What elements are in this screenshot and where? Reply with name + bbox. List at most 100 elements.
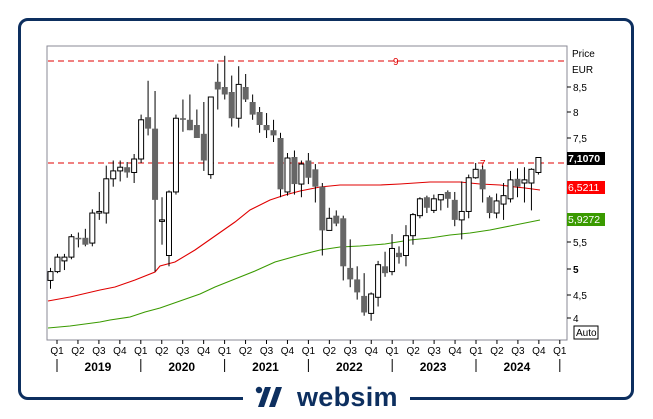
candle	[228, 75, 235, 127]
candle	[486, 195, 493, 219]
candle	[340, 215, 347, 281]
candle	[277, 132, 284, 198]
candle	[68, 234, 75, 260]
quarter-tick-label: Q4	[365, 346, 379, 357]
price-axis: Price EUR 8,5 8 7,5 5,5 5 4,5 4	[567, 49, 595, 325]
year-label: 2021	[252, 360, 279, 374]
candle	[54, 253, 61, 274]
candle	[375, 260, 382, 307]
moving-averages	[47, 181, 541, 329]
candles	[47, 55, 542, 321]
candle	[298, 160, 305, 198]
candle	[96, 191, 103, 220]
candle	[389, 234, 396, 276]
candle	[416, 197, 423, 219]
price-tags: 7,1070 6,5211 5,9272	[567, 152, 605, 226]
candle	[138, 114, 145, 163]
red-ma-tag-bg	[567, 181, 605, 194]
quarter-tick-label: Q3	[176, 346, 190, 357]
candle	[451, 191, 458, 227]
time-axis: Q1 Q2 Q3 Q4 Q1 Q2 Q3 Q4 Q1 Q2 Q3 Q4 Q1 Q2 Q3 Q4 Q1 Q2 Q3 Q4…	[50, 340, 567, 374]
candle	[402, 225, 409, 267]
green-ma-tag-bg	[567, 213, 605, 226]
candle	[179, 99, 186, 132]
candle	[437, 194, 444, 211]
candle	[444, 190, 451, 208]
candle	[333, 210, 340, 227]
quarter-tick-label: Q1	[553, 346, 567, 357]
quarter-tick-label: Q3	[260, 346, 274, 357]
candle	[193, 109, 200, 138]
candle	[368, 292, 375, 321]
websim-logo: websim	[243, 380, 410, 414]
auto-scale-label[interactable]: Auto	[576, 328, 597, 339]
candle	[207, 96, 214, 179]
last-price-tag-bg	[567, 152, 605, 165]
candle	[103, 165, 110, 224]
candle	[500, 183, 507, 220]
candle	[354, 266, 361, 300]
currency-label: EUR	[572, 65, 593, 76]
candle	[159, 197, 166, 245]
candle	[131, 154, 138, 184]
websim-logo-text: websim	[297, 381, 398, 412]
quarter-tick-label: Q2	[239, 346, 253, 357]
candle	[165, 190, 172, 267]
year-label: 2023	[420, 360, 447, 374]
price-tick-label: 7,5	[573, 134, 587, 145]
price-tick-label: 5,5	[573, 238, 587, 249]
candle	[382, 251, 389, 277]
websim-logo-icon	[255, 386, 282, 407]
candle	[521, 167, 528, 203]
candle	[465, 174, 472, 219]
candle	[472, 163, 479, 179]
quarter-tick-label: Q1	[469, 346, 483, 357]
price-tick-label: 4	[573, 314, 579, 325]
candle	[249, 94, 256, 120]
candle	[535, 157, 542, 175]
quarter-tick-label: Q3	[344, 346, 358, 357]
candle	[270, 119, 277, 142]
horizontal-levels: 97	[48, 57, 566, 170]
quarter-tick-label: Q1	[50, 346, 64, 357]
plot-area	[46, 45, 568, 341]
candle	[117, 160, 124, 182]
auto-scale-button[interactable]: Auto	[573, 325, 599, 340]
candle	[507, 170, 514, 203]
candle	[152, 91, 159, 272]
green-ma-tag: 5,9272	[568, 214, 600, 226]
candle	[47, 267, 54, 289]
quarter-tick-label: Q4	[281, 346, 295, 357]
candle	[284, 153, 291, 196]
red-moving-average-line	[47, 181, 541, 302]
candle	[409, 213, 416, 245]
year-label: 2019	[85, 360, 112, 374]
candle	[479, 165, 486, 203]
quarter-tick-label: Q1	[218, 346, 232, 357]
candle	[186, 94, 193, 131]
quarter-tick-label: Q3	[511, 346, 525, 357]
candle	[124, 162, 131, 178]
candle	[221, 55, 228, 100]
quarter-tick-label: Q4	[197, 346, 211, 357]
candle	[423, 195, 430, 214]
candle	[312, 164, 319, 203]
green-moving-average-line	[47, 219, 541, 329]
quarter-tick-label: Q4	[113, 346, 127, 357]
candle	[514, 168, 521, 198]
candle	[263, 113, 270, 138]
candle	[458, 181, 465, 240]
year-label: 2022	[336, 360, 363, 374]
candle	[319, 183, 326, 256]
quarter-tick-label: Q2	[155, 346, 169, 357]
level-7-label: 7	[480, 159, 486, 170]
candle	[256, 107, 263, 133]
candle	[305, 153, 312, 185]
quarter-tick-label: Q1	[302, 346, 316, 357]
candle	[347, 239, 354, 288]
candle	[110, 160, 117, 187]
candle	[82, 228, 89, 247]
price-tick-label: 8	[573, 108, 579, 119]
candle	[145, 80, 152, 136]
